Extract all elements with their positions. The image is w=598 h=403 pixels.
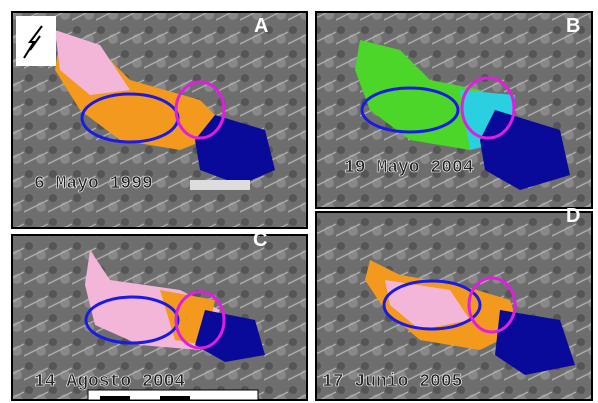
panel-letter: B xyxy=(566,15,580,37)
panel-b: B 19 Mayo 2004 xyxy=(316,12,592,208)
panel-c: C 14 Agosto 2004 xyxy=(12,229,307,400)
panel-date: 17 Junio 2005 xyxy=(322,372,462,392)
panel-letter: A xyxy=(254,15,268,37)
figure: A 6 Mayo 1999 B 19 Mayo 2004 C 14 Agosto… xyxy=(0,0,598,403)
panel-d: D 17 Junio 2005 xyxy=(316,205,592,400)
panel-date: 14 Agosto 2004 xyxy=(34,372,185,392)
dam xyxy=(190,180,250,190)
scale-segment xyxy=(160,396,190,400)
panel-date: 6 Mayo 1999 xyxy=(34,174,153,194)
panel-a: A 6 Mayo 1999 xyxy=(12,12,307,228)
panel-letter: D xyxy=(566,205,580,227)
panel-date: 19 Mayo 2004 xyxy=(344,158,474,178)
scale-segment xyxy=(100,396,130,400)
panel-letter: C xyxy=(253,229,267,251)
